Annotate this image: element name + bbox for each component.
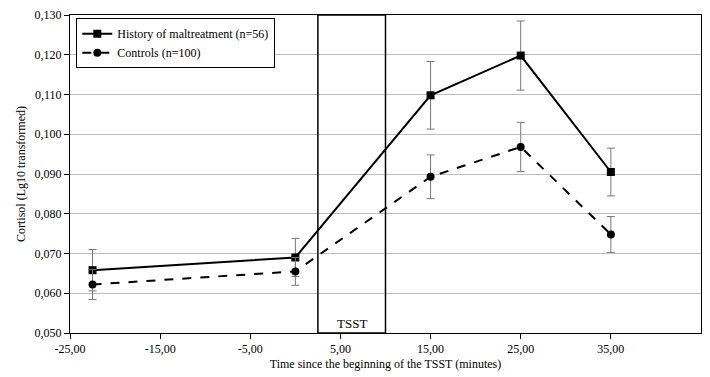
svg-text:-5,00: -5,00 — [238, 342, 263, 356]
svg-text:25,00: 25,00 — [507, 342, 534, 356]
svg-text:TSST: TSST — [337, 316, 367, 331]
svg-text:0,050: 0,050 — [35, 326, 62, 340]
svg-text:0,110: 0,110 — [35, 88, 62, 102]
svg-text:History of maltreatment (n=56): History of maltreatment (n=56) — [117, 27, 268, 41]
svg-text:0,100: 0,100 — [35, 127, 62, 141]
svg-text:Time since the beginning of th: Time since the beginning of the TSST (mi… — [270, 357, 501, 371]
svg-text:5,00: 5,00 — [330, 342, 351, 356]
svg-text:Cortisol (Lg10 transformed): Cortisol (Lg10 transformed) — [14, 106, 28, 242]
svg-text:0,070: 0,070 — [35, 247, 62, 261]
svg-text:0,090: 0,090 — [35, 167, 62, 181]
svg-text:0,060: 0,060 — [35, 286, 62, 300]
svg-text:Controls (n=100): Controls (n=100) — [117, 46, 200, 60]
svg-text:15,00: 15,00 — [417, 342, 444, 356]
svg-text:-25,00: -25,00 — [55, 342, 86, 356]
svg-text:0,130: 0,130 — [35, 8, 62, 22]
svg-text:0,080: 0,080 — [35, 207, 62, 221]
svg-text:0,120: 0,120 — [35, 48, 62, 62]
svg-text:35,00: 35,00 — [597, 342, 624, 356]
svg-text:-15,00: -15,00 — [145, 342, 176, 356]
